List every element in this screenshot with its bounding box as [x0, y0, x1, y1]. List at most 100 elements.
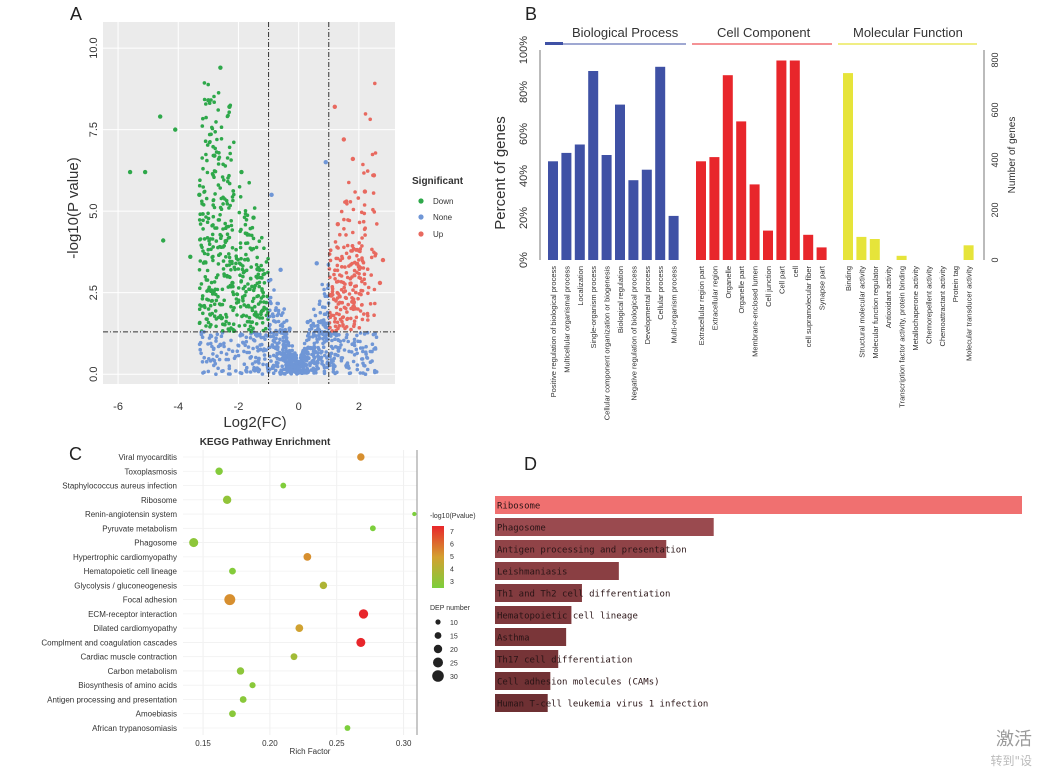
- kegg-bubble: [249, 682, 256, 689]
- volcano-cloud-point: [232, 356, 237, 361]
- pathway-bar: [495, 584, 582, 602]
- go-category-label: Extracellular region: [710, 266, 719, 330]
- volcano-cloud-point: [206, 320, 211, 325]
- volcano-cloud-point: [273, 308, 278, 313]
- volcano-cloud-point: [207, 239, 211, 243]
- volcano-cloud-point: [206, 252, 210, 257]
- volcano-point-down: [206, 98, 211, 103]
- volcano-cloud-point: [343, 282, 347, 286]
- volcano-cloud-point: [344, 271, 349, 275]
- volcano-cloud-point: [219, 245, 224, 249]
- volcano-cloud-point: [238, 333, 243, 338]
- volcano-cloud-point: [268, 367, 272, 372]
- kegg-size-legend: 10 15 20 25 30: [432, 619, 458, 682]
- volcano-cloud-point: [218, 213, 222, 217]
- volcano-cloud-point: [201, 227, 205, 231]
- volcano-cloud-point: [262, 246, 266, 250]
- volcano-cloud-point: [271, 339, 276, 343]
- volcano-cloud-point: [214, 298, 219, 303]
- go-bar: [869, 239, 880, 260]
- go-category-label: Molecular transducer activity: [965, 266, 974, 361]
- volcano-cloud-point: [247, 305, 251, 309]
- volcano-cloud-point: [318, 299, 322, 304]
- volcano-cloud-point: [338, 300, 343, 305]
- volcano-cloud-point: [321, 345, 326, 350]
- kegg-bubble: [412, 511, 417, 517]
- go-bar: [763, 230, 773, 260]
- volcano-cloud-point: [344, 335, 349, 340]
- volcano-cloud-point: [363, 233, 367, 237]
- volcano-cloud-point: [355, 351, 360, 356]
- pathway-bar: [495, 496, 1022, 514]
- volcano-cloud-point: [335, 345, 340, 350]
- volcano-cloud-point: [344, 306, 348, 311]
- volcano-cloud-point: [365, 356, 370, 360]
- volcano-cloud-point: [226, 357, 231, 362]
- go-y2-ticks: 0 200 400 600 800: [990, 52, 1000, 262]
- volcano-cloud-point: [205, 297, 209, 302]
- volcano-cloud-point: [363, 281, 367, 286]
- volcano-cloud-point: [284, 318, 289, 323]
- volcano-cloud-point: [366, 291, 370, 296]
- volcano-cloud-point: [314, 370, 318, 375]
- volcano-cloud-point: [202, 303, 207, 308]
- volcano-cloud-point: [229, 326, 233, 330]
- volcano-cloud-point: [360, 259, 365, 263]
- volcano-cloud-point: [257, 284, 262, 289]
- volcano-legend: Down None Up: [418, 197, 453, 239]
- volcano-cloud-point: [311, 368, 315, 373]
- volcano-cloud-point: [348, 200, 353, 204]
- volcano-cloud-point: [218, 232, 222, 237]
- volcano-point-down: [197, 192, 202, 198]
- go-category-label: Binding: [844, 266, 853, 291]
- kegg-category-label: Hypertrophic cardiomyopathy: [73, 553, 177, 562]
- volcano-cloud-point: [242, 303, 246, 307]
- volcano-cloud-point: [320, 305, 325, 309]
- volcano-cloud-point: [198, 286, 202, 291]
- kegg-color-tick: 3: [450, 579, 454, 586]
- volcano-cloud-point: [205, 143, 210, 147]
- volcano-cloud-point: [227, 252, 231, 256]
- volcano-cloud-point: [224, 254, 228, 259]
- volcano-cloud-point: [366, 285, 371, 290]
- volcano-cloud-point: [200, 199, 204, 204]
- volcano-cloud-point: [224, 319, 228, 324]
- volcano-cloud-point: [211, 144, 215, 149]
- volcano-cloud-point: [240, 314, 244, 319]
- volcano-point-none: [218, 342, 223, 348]
- go-y2-tick: 200: [990, 202, 1000, 217]
- panel-letter-a: A: [70, 4, 82, 24]
- kegg-category-label: Antigen processing and presentation: [47, 695, 177, 704]
- volcano-cloud-point: [343, 289, 348, 293]
- volcano-cloud-point: [303, 347, 308, 352]
- volcano-cloud-point: [358, 339, 362, 344]
- volcano-cloud-point: [230, 228, 235, 232]
- volcano-cloud-point: [243, 284, 247, 289]
- kegg-bubble: [280, 482, 287, 489]
- volcano-cloud-point: [315, 340, 319, 344]
- volcano-cloud-point: [237, 324, 242, 328]
- go-category-label: Transcription factor activity, protein b…: [898, 266, 907, 408]
- volcano-point-down: [251, 215, 256, 220]
- volcano-cloud-point: [345, 362, 349, 367]
- volcano-y-tick: 5.0: [88, 204, 100, 219]
- volcano-cloud-point: [314, 361, 318, 366]
- volcano-cloud-point: [209, 289, 213, 294]
- legend-label-up: Up: [433, 230, 444, 239]
- volcano-x-label: Log2(FC): [223, 414, 286, 431]
- go-category-label: Chemorepellent activity: [924, 266, 933, 344]
- kegg-bubbles: [189, 453, 417, 731]
- volcano-cloud-point: [374, 335, 379, 340]
- volcano-cloud-point: [276, 345, 280, 349]
- go-y-tick: 100%: [518, 36, 530, 64]
- volcano-cloud-point: [205, 158, 209, 163]
- kegg-size-legend-title: DEP number: [430, 605, 471, 612]
- volcano-point-down: [257, 267, 262, 273]
- volcano-cloud-point: [205, 236, 210, 240]
- volcano-cloud-point: [316, 345, 321, 350]
- volcano-cloud-point: [353, 190, 357, 194]
- volcano-cloud-point: [227, 364, 232, 368]
- volcano-cloud-point: [360, 279, 364, 284]
- volcano-points: [127, 65, 386, 370]
- volcano-cloud-point: [251, 346, 255, 351]
